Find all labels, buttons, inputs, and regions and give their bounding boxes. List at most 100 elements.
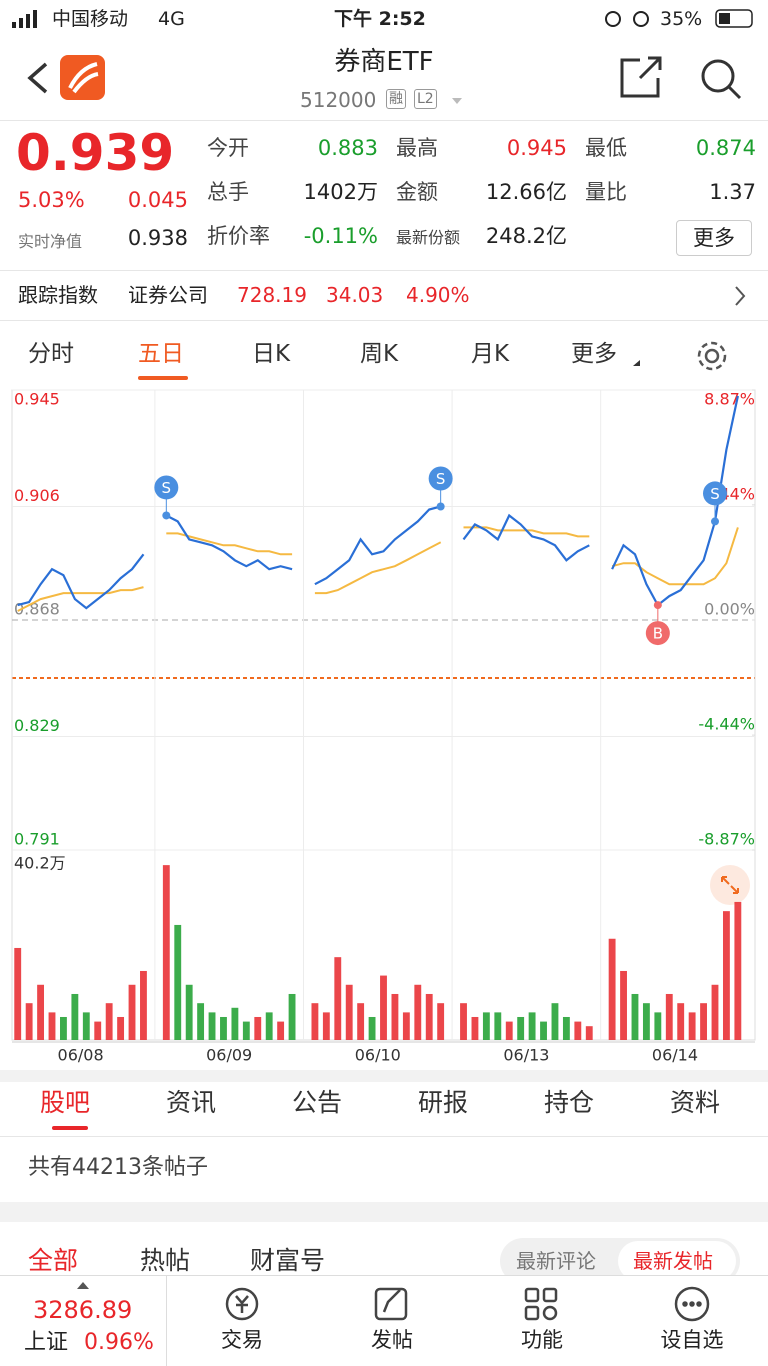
y-tick-label: 0.868: [14, 600, 60, 619]
quote-field-value: 12.66亿: [485, 180, 567, 204]
more-button[interactable]: 更多: [676, 220, 752, 256]
filter-tab[interactable]: 热帖: [140, 1246, 191, 1275]
settings-button[interactable]: [694, 338, 730, 374]
sh-index-name: 上证: [24, 1330, 69, 1355]
average-line: [17, 526, 739, 612]
chart-tab[interactable]: 分时: [28, 341, 74, 367]
quote-field-value: 0.945: [506, 136, 567, 160]
sort-option[interactable]: 最新发帖: [633, 1249, 713, 1273]
volume-bar: [517, 1016, 525, 1040]
section-tab[interactable]: 研报: [418, 1088, 469, 1117]
volume-bar: [334, 957, 342, 1040]
y-tick-label: 0.906: [14, 486, 60, 505]
signal-dot: [710, 517, 719, 526]
quote-field-label: 总手: [207, 180, 249, 204]
volume-bar: [688, 1012, 696, 1040]
volume-bar: [734, 901, 742, 1040]
section-tab[interactable]: 股吧: [40, 1088, 91, 1117]
price-line: [17, 395, 739, 610]
quote-field-value: 1.37: [709, 180, 756, 204]
bottom-tab[interactable]: 交易: [221, 1328, 263, 1352]
y-tick-label: 0.945: [14, 390, 60, 409]
post-count: 共有44213条帖子: [28, 1155, 208, 1180]
quote-field-value: -0.11%: [303, 224, 378, 248]
bottom-tab[interactable]: 发帖: [371, 1328, 413, 1352]
plot-frame: [11, 389, 756, 1041]
volume-bar: [162, 865, 170, 1040]
sort-option[interactable]: 最新评论: [516, 1249, 596, 1273]
tab-underline: [138, 376, 188, 380]
change: 0.045: [127, 188, 188, 212]
section-tab[interactable]: 资讯: [166, 1088, 217, 1117]
chart-tab[interactable]: 日K: [252, 341, 291, 367]
bottom-tab[interactable]: 设自选: [660, 1328, 724, 1352]
signal-dot: [436, 502, 445, 511]
back-button[interactable]: [27, 62, 48, 94]
quote-field-value: 0.874: [695, 136, 756, 160]
chart-tab[interactable]: 周K: [360, 341, 399, 367]
volume-bar: [711, 984, 719, 1040]
volume-bar: [25, 1003, 33, 1040]
chart-tab[interactable]: 更多: [571, 341, 617, 367]
volume-bar: [48, 1012, 56, 1040]
quote-field-label: 今开: [207, 136, 249, 160]
divider: [0, 320, 768, 321]
chevron: [735, 286, 746, 306]
search-button[interactable]: [701, 59, 742, 100]
change-pct: 5.03%: [18, 188, 85, 212]
volume-bar: [494, 1012, 502, 1040]
quote-field-label: 折价率: [207, 224, 270, 248]
volume-bar: [700, 1003, 707, 1040]
volume-bar: [277, 1021, 285, 1040]
volume-bar: [220, 1016, 227, 1040]
sh-index-value[interactable]: 3286.89: [33, 1296, 133, 1324]
volume-bar: [140, 970, 147, 1040]
spacer: [0, 1070, 768, 1082]
index-label[interactable]: 跟踪指数: [18, 283, 98, 307]
sort-active: [618, 1241, 736, 1281]
signal-label: S: [710, 485, 720, 503]
x-tick-label: 06/08: [58, 1046, 104, 1065]
section-tab[interactable]: 持仓: [544, 1088, 595, 1117]
expand-button[interactable]: [710, 865, 750, 905]
signal-label: S: [436, 470, 446, 488]
price-chart: 0.945 8.87%0.906 4.44%0.868 0.00%0.829 -4.44…: [11, 360, 756, 1065]
dropdown-icon: [633, 360, 640, 366]
bottom-tab[interactable]: 功能: [521, 1328, 563, 1352]
clock: 下午 2:52: [334, 8, 426, 30]
volume-bar: [322, 1012, 330, 1040]
divider: [0, 1136, 768, 1137]
volume-bar: [345, 984, 353, 1040]
volume-bar: [391, 993, 399, 1040]
volume-bar: [425, 993, 433, 1040]
y2-tick-label: 8.87%: [704, 390, 755, 409]
volume-bar: [482, 1012, 490, 1040]
volume-bar: [402, 1012, 410, 1040]
section-tab[interactable]: 公告: [292, 1088, 343, 1117]
volume-bar: [437, 1003, 445, 1040]
volume-bar: [585, 1026, 593, 1040]
x-tick-label: 06/09: [206, 1046, 252, 1065]
divider: [0, 270, 768, 271]
quote-field-value: 1402万: [303, 180, 378, 204]
filter-tab[interactable]: 全部: [28, 1246, 79, 1275]
quote-field-label: 最新份额: [396, 228, 461, 247]
volume-bar: [197, 1003, 205, 1040]
chart-tab[interactable]: 月K: [471, 341, 510, 367]
volume-bar: [471, 1016, 479, 1040]
quote-field-value: 0.883: [317, 136, 378, 160]
carrier: 中国移动: [52, 8, 129, 30]
volume-bar: [608, 938, 616, 1040]
filter-tab[interactable]: 财富号: [250, 1246, 326, 1275]
margin-badge: 融: [386, 89, 406, 109]
signal-label: B: [653, 625, 663, 643]
section-tab[interactable]: 资料: [670, 1088, 721, 1117]
chart-tab[interactable]: 五日: [138, 341, 184, 367]
quote-field-label: 最高: [396, 136, 438, 160]
volume-bar: [562, 1016, 570, 1040]
spacer: [0, 1202, 768, 1222]
y-tick-label: 0.829: [14, 716, 60, 735]
share-button[interactable]: [620, 56, 662, 98]
nav-label: 实时净值: [18, 232, 83, 251]
